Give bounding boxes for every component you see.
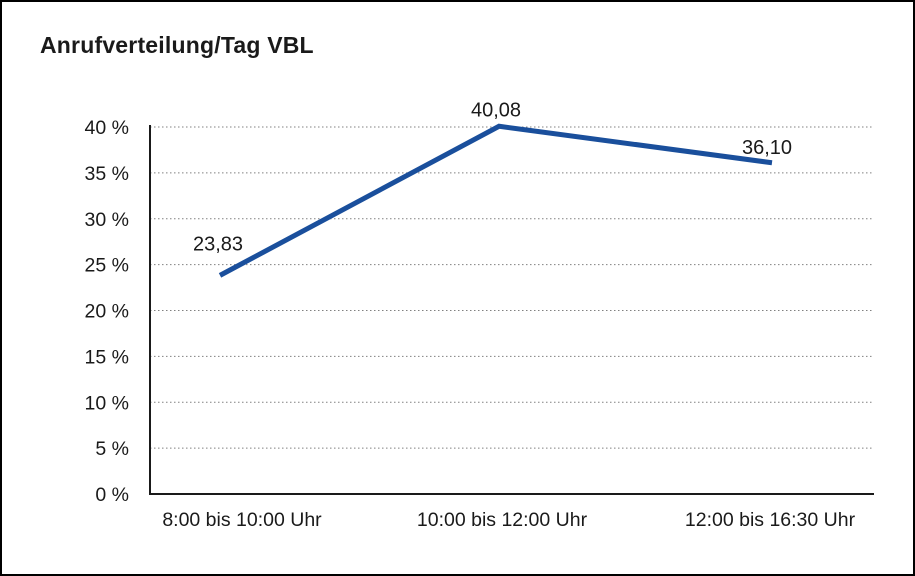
data-point-label: 40,08 — [471, 99, 521, 121]
data-point-label: 36,10 — [742, 137, 792, 159]
data-line — [218, 123, 773, 278]
y-tick-label: 10 % — [85, 392, 129, 414]
y-tick-label: 15 % — [85, 346, 129, 368]
x-category-label: 12:00 bis 16:30 Uhr — [685, 509, 856, 531]
y-tick-label: 35 % — [85, 163, 129, 185]
y-tick-label: 20 % — [85, 301, 129, 323]
y-tick-label: 25 % — [85, 255, 129, 277]
x-category-label: 8:00 bis 10:00 Uhr — [162, 509, 322, 531]
y-tick-label: 30 % — [85, 209, 129, 231]
y-tick-label: 40 % — [85, 117, 129, 139]
chart-title: Anrufverteilung/Tag VBL — [40, 32, 314, 58]
x-category-label: 10:00 bis 12:00 Uhr — [417, 509, 588, 531]
data-point-label: 23,83 — [193, 233, 243, 255]
y-tick-label: 5 % — [95, 438, 129, 460]
y-tick-label: 0 % — [95, 484, 129, 506]
